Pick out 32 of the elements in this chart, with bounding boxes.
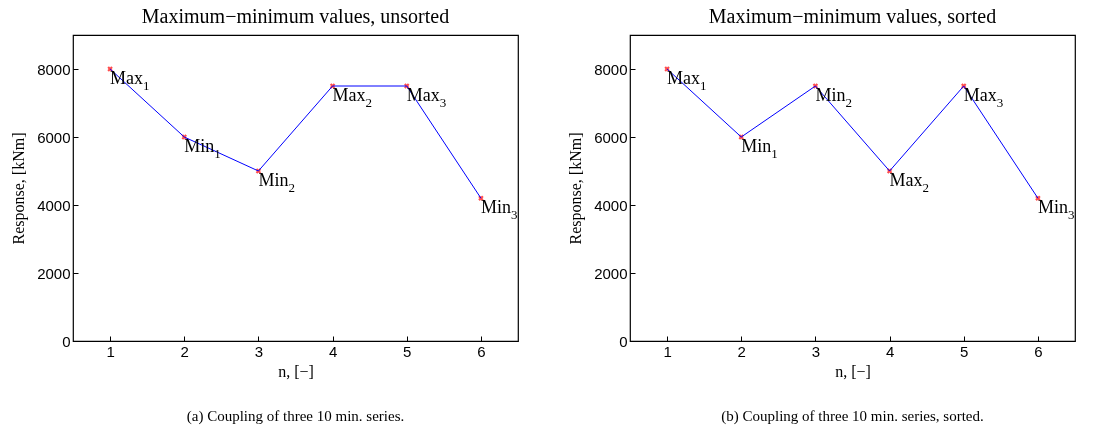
x-axis-title: n, [−]	[835, 362, 871, 380]
y-tick-label: 4000	[594, 196, 628, 214]
x-tick-label: 3	[811, 342, 821, 360]
y-axis-title: Response, [kNm]	[567, 132, 586, 245]
x-tick-label: 3	[254, 342, 264, 360]
x-axis-title: n, [−]	[278, 362, 314, 380]
x-tick-label: 1	[106, 342, 115, 360]
x-tick-label: 2	[737, 342, 746, 360]
x-tick-label: 1	[663, 342, 672, 360]
y-tick-label: 8000	[594, 60, 628, 78]
y-tick-label: 8000	[37, 60, 71, 78]
y-tick-label: 4000	[37, 196, 71, 214]
line-series	[109, 68, 482, 199]
x-tick-label: 6	[1034, 342, 1043, 360]
line-series	[666, 68, 1039, 199]
y-axis-title: Response, [kNm]	[10, 132, 29, 245]
chart-title: Maximum−minimum values, unsorted	[141, 5, 450, 27]
x-tick-label: 4	[328, 342, 338, 360]
x-tick-label: 5	[403, 342, 412, 360]
y-tick-label: 6000	[37, 128, 71, 146]
text: (b) Coupling of three 10 min. series, sorted.	[721, 408, 984, 425]
y-tick-label: 6000	[594, 128, 628, 146]
x-tick-label: 5	[960, 342, 969, 360]
x-tick-label: 4	[885, 342, 895, 360]
y-tick-label: 2000	[37, 264, 71, 282]
chart-title: Maximum−minimum values, sorted	[708, 5, 997, 27]
y-tick-label: 0	[619, 332, 628, 350]
y-tick-label: 0	[62, 332, 71, 350]
x-tick-label: 2	[180, 342, 189, 360]
x-tick-label: 6	[477, 342, 486, 360]
text: (a) Coupling of three 10 min. series.	[186, 408, 405, 425]
y-tick-label: 2000	[594, 264, 628, 282]
